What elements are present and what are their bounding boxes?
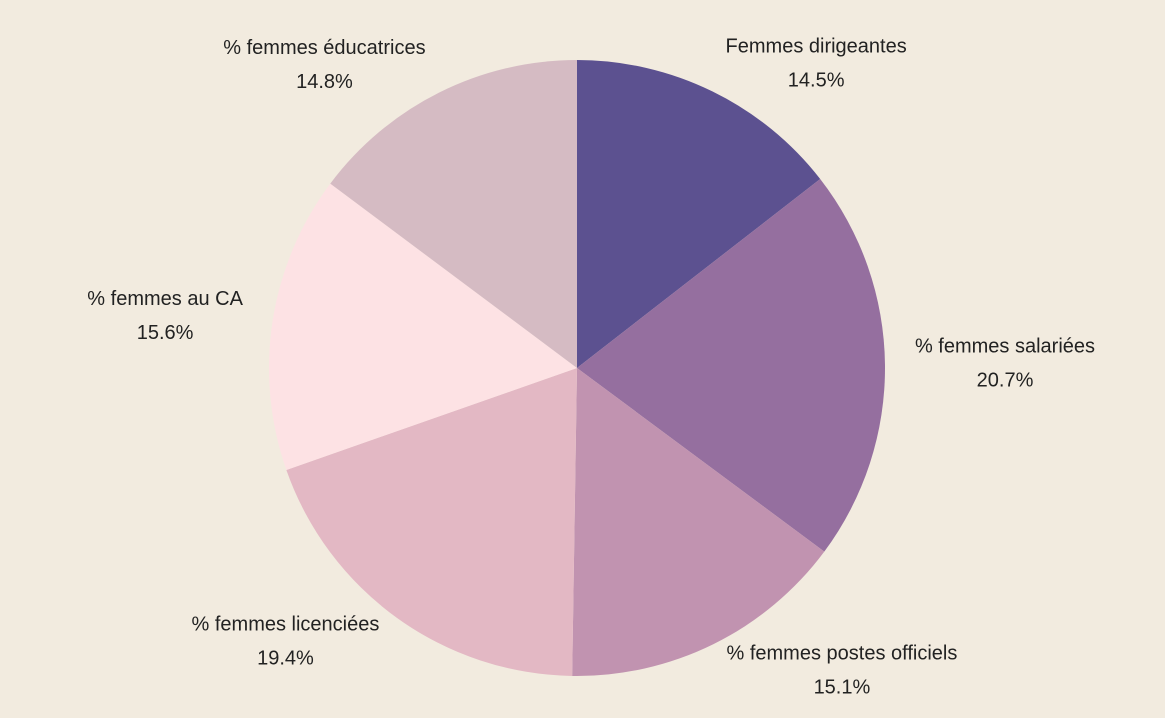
- pie-slice: [577, 60, 821, 368]
- slice-label: Femmes dirigeantes: [726, 36, 907, 58]
- slice-value-label: 14.5%: [788, 70, 845, 92]
- slice-value-label: 14.8%: [296, 71, 353, 93]
- pie-slice: [572, 368, 825, 676]
- pie-slice: [286, 368, 577, 676]
- slice-label: % femmes éducatrices: [223, 37, 425, 59]
- slice-label: % femmes licenciées: [192, 613, 380, 635]
- slice-label: % femmes au CA: [87, 288, 243, 310]
- slice-value-label: 19.4%: [257, 647, 314, 669]
- slice-label: % femmes salariées: [915, 336, 1095, 358]
- pie-slice: [330, 60, 577, 368]
- slice-value-label: 15.6%: [137, 322, 194, 344]
- pie-slice: [577, 179, 885, 552]
- slice-value-label: 15.1%: [814, 676, 871, 698]
- slice-value-label: 20.7%: [977, 370, 1034, 392]
- slice-label: % femmes postes officiels: [727, 642, 958, 664]
- pie-slice: [268, 183, 577, 470]
